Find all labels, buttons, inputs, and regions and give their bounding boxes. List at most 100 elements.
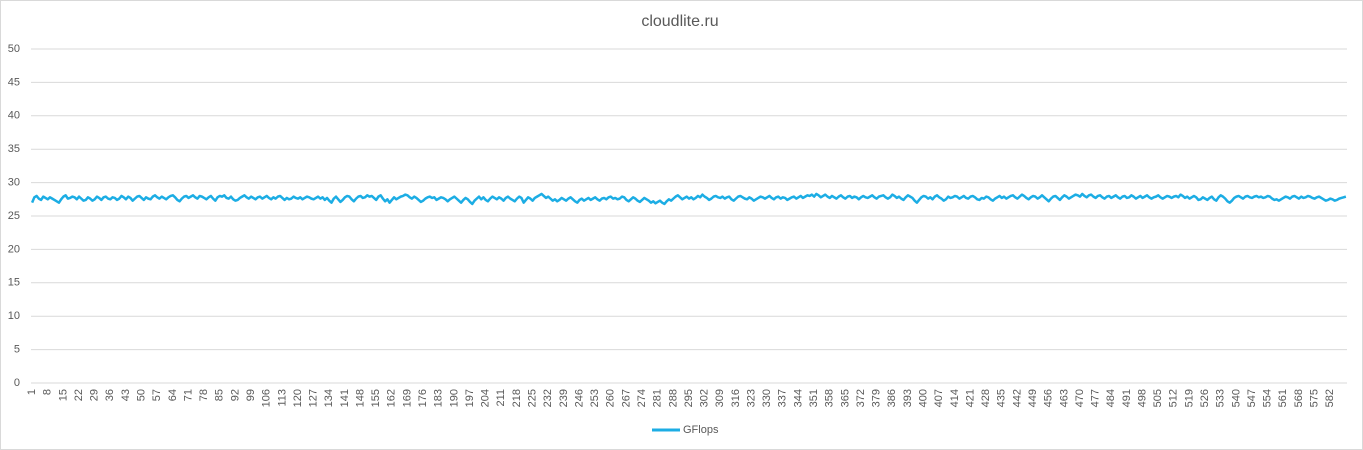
x-tick-label: 337	[777, 389, 789, 407]
x-tick-label: 302	[699, 389, 711, 407]
x-tick-label: 561	[1277, 389, 1289, 407]
x-tick-label: 575	[1309, 389, 1321, 407]
x-tick-label: 92	[229, 389, 241, 401]
x-tick-label: 71	[182, 389, 194, 401]
x-tick-label: 456	[1043, 389, 1055, 407]
x-tick-label: 64	[167, 389, 179, 401]
x-tick-label: 372	[855, 389, 867, 407]
y-tick-label: 0	[14, 377, 20, 389]
x-tick-label: 323	[745, 389, 757, 407]
x-tick-label: 414	[949, 389, 961, 407]
x-tick-label: 183	[433, 389, 445, 407]
x-tick-label: 29	[89, 389, 101, 401]
x-tick-label: 358	[824, 389, 836, 407]
x-tick-label: 554	[1262, 389, 1274, 407]
x-tick-label: 15	[57, 389, 69, 401]
x-tick-label: 162	[386, 389, 398, 407]
y-tick-label: 25	[8, 210, 20, 222]
x-tick-label: 435	[996, 389, 1008, 407]
x-tick-label: 120	[292, 389, 304, 407]
x-tick-label: 169	[401, 389, 413, 407]
x-tick-label: 386	[886, 389, 898, 407]
x-tick-label: 379	[871, 389, 883, 407]
x-tick-label: 113	[276, 389, 288, 407]
x-tick-label: 190	[448, 389, 460, 407]
y-tick-label: 30	[8, 177, 20, 189]
x-tick-label: 267	[620, 389, 632, 407]
x-tick-label: 491	[1121, 389, 1133, 407]
x-tick-label: 400	[918, 389, 930, 407]
x-tick-label: 1	[26, 389, 38, 395]
x-tick-label: 477	[1090, 389, 1102, 407]
x-tick-label: 547	[1246, 389, 1258, 407]
x-tick-label: 218	[511, 389, 523, 407]
x-tick-label: 211	[495, 389, 507, 407]
x-tick-label: 85	[214, 389, 226, 401]
x-tick-label: 176	[417, 389, 429, 407]
x-tick-label: 148	[354, 389, 366, 407]
x-tick-label: 50	[136, 389, 148, 401]
x-tick-label: 197	[464, 389, 476, 407]
y-tick-label: 40	[8, 110, 20, 122]
y-tick-label: 20	[8, 243, 20, 255]
x-tick-label: 512	[1168, 389, 1180, 407]
x-tick-label: 281	[652, 389, 664, 407]
x-tick-label: 127	[308, 389, 320, 407]
x-tick-label: 36	[104, 389, 116, 401]
x-tick-label: 449	[1027, 389, 1039, 407]
x-tick-label: 78	[198, 389, 210, 401]
x-tick-label: 246	[573, 389, 585, 407]
x-tick-label: 22	[73, 389, 85, 401]
x-tick-label: 330	[761, 389, 773, 407]
y-tick-label: 50	[8, 43, 20, 55]
x-tick-label: 239	[558, 389, 570, 407]
x-tick-label: 463	[1058, 389, 1070, 407]
x-tick-label: 344	[792, 389, 804, 407]
x-tick-label: 442	[1011, 389, 1023, 407]
x-tick-label: 99	[245, 389, 257, 401]
x-tick-label: 253	[589, 389, 601, 407]
chart-title: cloudlite.ru	[641, 13, 718, 30]
x-tick-label: 8	[42, 389, 54, 395]
x-tick-label: 232	[542, 389, 554, 407]
x-tick-label: 141	[339, 389, 351, 407]
x-tick-label: 533	[1215, 389, 1227, 407]
x-tick-label: 316	[730, 389, 742, 407]
data-line	[30, 192, 1347, 206]
x-tick-label: 498	[1136, 389, 1148, 407]
x-tick-label: 484	[1105, 389, 1117, 407]
y-tick-label: 5	[14, 344, 20, 356]
x-tick-label: 351	[808, 389, 820, 407]
x-tick-label: 519	[1183, 389, 1195, 407]
legend-label: GFlops	[683, 424, 719, 436]
x-tick-label: 288	[667, 389, 679, 407]
x-tick-label: 582	[1324, 389, 1336, 407]
x-tick-label: 106	[261, 389, 273, 407]
x-tick-label: 505	[1152, 389, 1164, 407]
x-tick-label: 470	[1074, 389, 1086, 407]
x-tick-label: 407	[933, 389, 945, 407]
x-tick-label: 540	[1230, 389, 1242, 407]
x-tick-label: 57	[151, 389, 163, 401]
y-tick-label: 15	[8, 277, 20, 289]
x-tick-label: 568	[1293, 389, 1305, 407]
x-tick-label: 260	[605, 389, 617, 407]
y-tick-label: 35	[8, 143, 20, 155]
x-tick-label: 225	[527, 389, 539, 407]
y-tick-label: 45	[8, 76, 20, 88]
x-tick-label: 204	[480, 389, 492, 407]
x-tick-label: 134	[323, 389, 335, 407]
x-tick-label: 365	[839, 389, 851, 407]
x-tick-label: 393	[902, 389, 914, 407]
x-tick-label: 274	[636, 389, 648, 407]
x-tick-label: 43	[120, 389, 132, 401]
x-tick-label: 309	[714, 389, 726, 407]
y-tick-label: 10	[8, 310, 20, 322]
x-tick-label: 526	[1199, 389, 1211, 407]
x-tick-label: 428	[980, 389, 992, 407]
x-tick-label: 295	[683, 389, 695, 407]
x-tick-label: 155	[370, 389, 382, 407]
x-tick-label: 421	[964, 389, 976, 407]
